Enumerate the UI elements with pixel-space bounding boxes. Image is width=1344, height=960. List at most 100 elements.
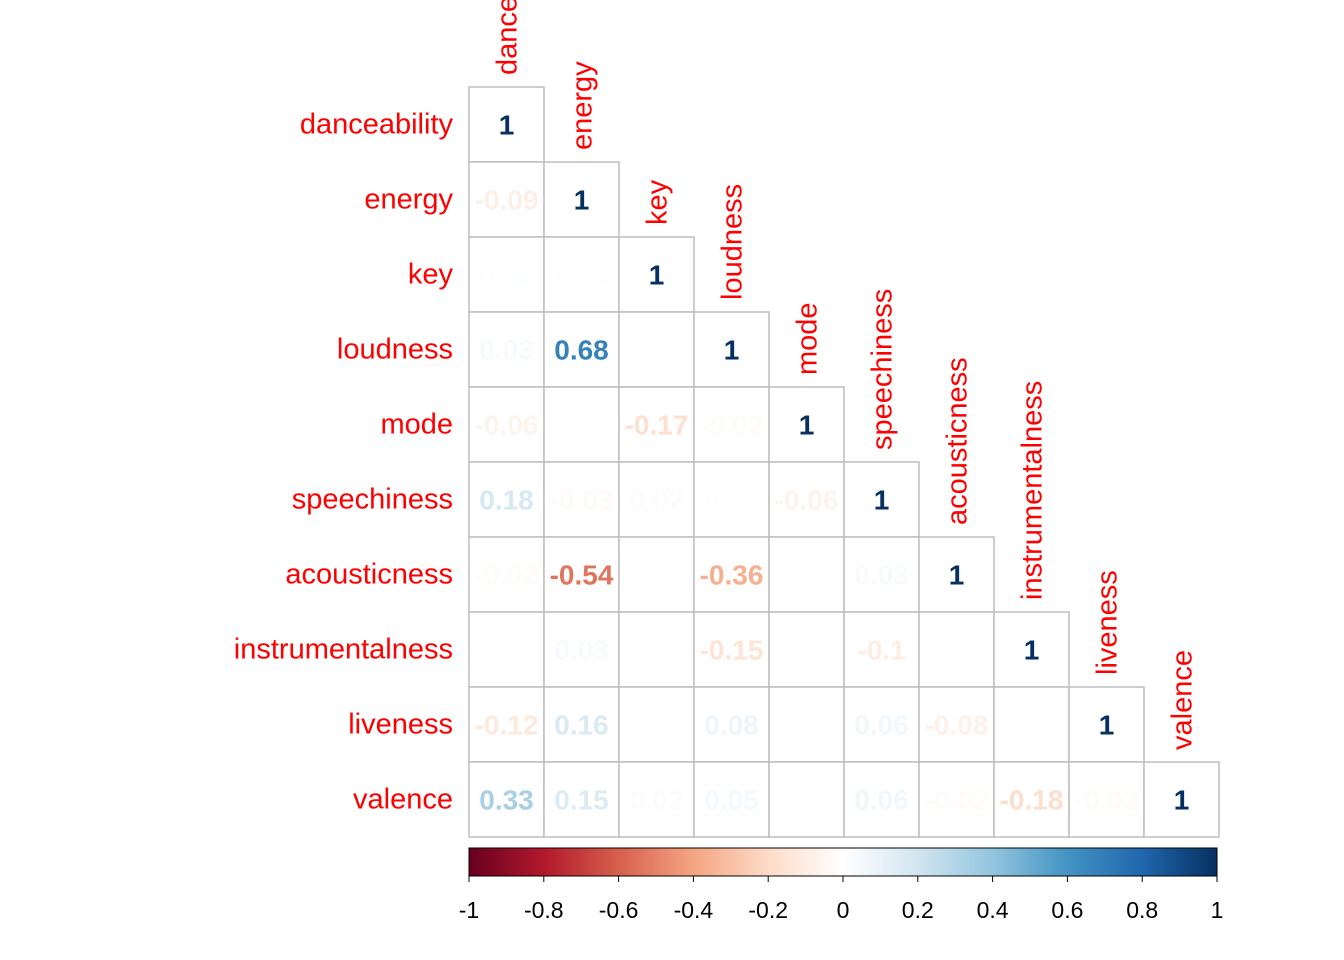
cell-value-label: 1 bbox=[649, 260, 665, 291]
cell-value-label: 0.01 bbox=[554, 260, 609, 291]
cell-value-label: -0.02 bbox=[475, 560, 539, 591]
cell-value-label: 0.15 bbox=[554, 785, 609, 816]
cell-value-label: -0.36 bbox=[700, 560, 764, 591]
heatmap-cell bbox=[618, 311, 695, 388]
heatmap-cell bbox=[618, 761, 695, 838]
column-labels: danceability energy key loudness mode speechi… bbox=[492, 0, 1199, 750]
heatmap-cell bbox=[543, 386, 620, 463]
heatmap-cell bbox=[468, 86, 545, 163]
cell-value-label: 1 bbox=[1099, 710, 1115, 741]
heatmap-cell bbox=[768, 761, 845, 838]
column-label: liveness bbox=[1092, 570, 1124, 675]
colorbar-tick-label: -0.8 bbox=[524, 897, 564, 923]
cell-value-label: -0.02 bbox=[700, 410, 764, 441]
heatmap-cell bbox=[468, 161, 545, 238]
heatmap-cell bbox=[843, 461, 920, 538]
cell-value-label: 0.02 bbox=[629, 485, 684, 516]
cell-value-label: 1 bbox=[1174, 785, 1190, 816]
cell-value-label: 0.03 bbox=[479, 335, 534, 366]
cell-value-label: -0.09 bbox=[475, 185, 539, 216]
heatmap-cell bbox=[618, 236, 695, 313]
row-label: valence bbox=[353, 784, 453, 816]
cell-value-label: -0.06 bbox=[475, 410, 539, 441]
row-label: speechiness bbox=[292, 484, 453, 516]
colorbar-tick-label: 0.8 bbox=[1126, 897, 1158, 923]
cell-value-label: -0.54 bbox=[550, 560, 614, 591]
cell-value-label: -0.1 bbox=[857, 635, 905, 666]
heatmap-cell bbox=[618, 611, 695, 688]
column-label: instrumentalness bbox=[1017, 381, 1049, 600]
heatmap-cell bbox=[543, 536, 620, 613]
cell-value-label: -0.12 bbox=[475, 710, 539, 741]
row-label: key bbox=[408, 259, 454, 291]
cell-value-label: -0.18 bbox=[1000, 785, 1064, 816]
heatmap-cell bbox=[918, 536, 995, 613]
cell-value-label: -0.08 bbox=[925, 710, 989, 741]
cell-value-label: 0.06 bbox=[854, 710, 909, 741]
cell-value-label: 0.08 bbox=[704, 710, 759, 741]
heatmap-cell bbox=[618, 686, 695, 763]
column-label: danceability bbox=[492, 0, 524, 75]
heatmap-cell bbox=[618, 461, 695, 538]
heatmap-cell bbox=[693, 686, 770, 763]
heatmap-cell bbox=[468, 761, 545, 838]
column-label: loudness bbox=[717, 184, 749, 300]
heatmap-cell bbox=[468, 611, 545, 688]
row-labels: danceability energy key loudness mode speechi… bbox=[234, 109, 454, 816]
heatmap-cell bbox=[543, 311, 620, 388]
colorbar-tick-label: 0.6 bbox=[1051, 897, 1083, 923]
heatmap-cell bbox=[918, 611, 995, 688]
colorbar-tick-label: 0.2 bbox=[902, 897, 934, 923]
colorbar-tick-label: 0.4 bbox=[977, 897, 1009, 923]
heatmap-cell bbox=[693, 461, 770, 538]
cell-value-label: 1 bbox=[949, 560, 965, 591]
cell-value-label: 0.01 bbox=[479, 260, 534, 291]
heatmap-cell bbox=[993, 761, 1070, 838]
heatmap-cell bbox=[543, 161, 620, 238]
cell-value-label: -0.03 bbox=[550, 485, 614, 516]
colorbar-tick-label: -0.4 bbox=[674, 897, 714, 923]
cell-value-label: 0.33 bbox=[479, 785, 534, 816]
cell-value-label: 1 bbox=[799, 410, 815, 441]
cell-value-label: 0.18 bbox=[479, 485, 534, 516]
cell-value-label: -0.15 bbox=[700, 635, 764, 666]
colorbar-tick-label: -1 bbox=[459, 897, 479, 923]
cell-value-label: 0.68 bbox=[554, 335, 609, 366]
heatmap-cell bbox=[993, 686, 1070, 763]
column-label: acousticness bbox=[942, 357, 974, 525]
column-label: key bbox=[642, 179, 674, 225]
heatmap-cell bbox=[468, 386, 545, 463]
cell-value-label: 0.03 bbox=[554, 635, 609, 666]
cell-value-label: 0.01 bbox=[704, 485, 759, 516]
column-label: speechiness bbox=[867, 289, 899, 450]
heatmap-cell bbox=[843, 536, 920, 613]
colorbar-tick-label: 0 bbox=[837, 897, 850, 923]
row-label: acousticness bbox=[285, 559, 453, 591]
row-label: instrumentalness bbox=[234, 634, 453, 666]
heatmap-cell bbox=[843, 611, 920, 688]
row-label: danceability bbox=[300, 109, 454, 141]
colorbar-tick-label: -0.2 bbox=[748, 897, 788, 923]
column-label: mode bbox=[792, 302, 824, 375]
column-label: valence bbox=[1167, 650, 1199, 750]
heatmap-cell bbox=[468, 686, 545, 763]
colorbar-gradient bbox=[468, 847, 1218, 877]
heatmap-cell bbox=[768, 461, 845, 538]
heatmap-cell bbox=[918, 761, 995, 838]
column-label: energy bbox=[567, 61, 599, 150]
cell-value-label: 1 bbox=[874, 485, 890, 516]
heatmap-cell bbox=[1143, 761, 1220, 838]
heatmap-cell bbox=[543, 761, 620, 838]
heatmap-cell bbox=[693, 761, 770, 838]
cell-value-label: -0.06 bbox=[775, 485, 839, 516]
cell-value-label: -0.02 bbox=[925, 785, 989, 816]
heatmap-cell bbox=[768, 686, 845, 763]
row-label: energy bbox=[364, 184, 453, 216]
heatmap-cell bbox=[1068, 761, 1145, 838]
heatmap-cells: 1 -0.09 1 0.01 0.01 1 0.03 0.68 1 -0.06 -0.17 -0.02… bbox=[468, 86, 1220, 838]
cell-value-label: 1 bbox=[574, 185, 590, 216]
heatmap-cell bbox=[693, 386, 770, 463]
heatmap-cell bbox=[768, 536, 845, 613]
heatmap-cell bbox=[468, 461, 545, 538]
